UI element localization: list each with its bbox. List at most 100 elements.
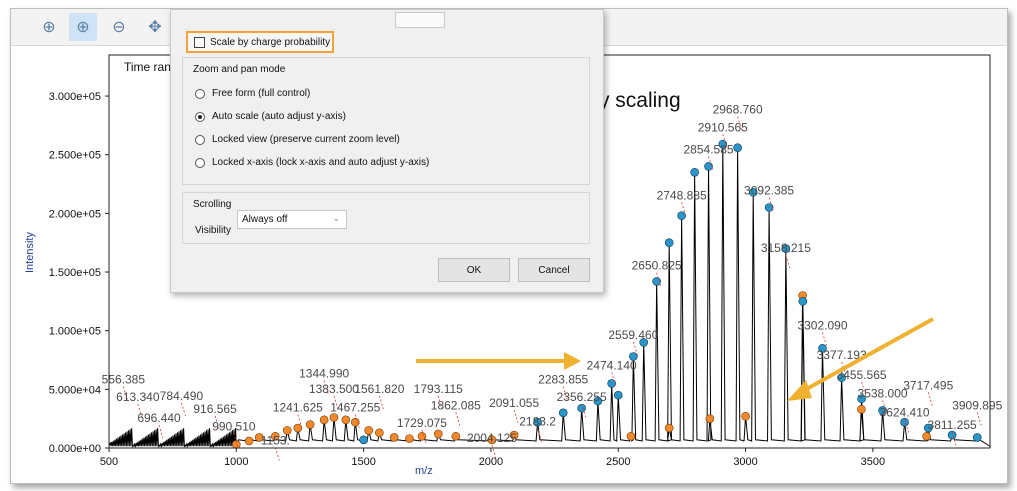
orange-peak-marker — [741, 412, 750, 421]
peak-label: 916.565 — [193, 402, 237, 416]
visibility-label: Visibility — [195, 225, 231, 236]
peak-label: 696.440 — [137, 411, 181, 425]
dialog-top-control[interactable] — [395, 12, 445, 28]
radio-label: Locked x-axis (lock x-axis and auto adju… — [212, 157, 430, 168]
peak-label: 3092.385 — [744, 184, 794, 198]
blue-peak-marker — [748, 187, 758, 197]
pan-icon[interactable]: ✥ — [148, 19, 162, 36]
peak-label: 3302.090 — [797, 319, 847, 333]
radio-label: Locked view (preserve current zoom level… — [212, 134, 400, 145]
x-tick-label: 1000 — [224, 456, 248, 468]
peak-label: 3538.000 — [858, 387, 908, 401]
radio-free-form[interactable]: Free form (full control) — [195, 88, 310, 99]
blue-peak-marker — [629, 352, 638, 361]
orange-peak-marker — [389, 433, 399, 442]
radio-locked-x-axis[interactable]: Locked x-axis (lock x-axis and auto adju… — [195, 157, 429, 168]
label-leader-line — [455, 412, 461, 426]
y-tick-label: 3.000e+05 — [49, 91, 101, 103]
peak-label: 1467.255 — [330, 401, 380, 415]
blue-peak-marker — [593, 396, 603, 406]
peak-label: 2474.140 — [587, 358, 637, 372]
spectrum-plot[interactable]: 556.385 613.340 696.440 784.490 916.565 990.5… — [11, 45, 1007, 483]
label-leader-line — [927, 392, 933, 406]
orange-peak-marker — [405, 434, 414, 443]
orange-peak-marker — [433, 429, 443, 439]
orange-peak-marker — [451, 431, 461, 441]
orange-peak-marker — [254, 433, 264, 442]
x-tick-label: 3000 — [733, 456, 757, 468]
peak-label: 1241.625 — [273, 401, 323, 415]
blue-peak-marker — [923, 423, 933, 433]
peak-label: 3158.215 — [761, 241, 811, 255]
ok-button[interactable]: OK — [438, 258, 510, 282]
orange-peak-marker — [270, 431, 280, 441]
peak-label: 2748.885 — [657, 188, 707, 202]
blue-peak-marker — [837, 373, 846, 382]
peak-label: 1561.820 — [354, 382, 404, 396]
zoom-fit-icon[interactable]: ⊕ — [42, 19, 56, 36]
peak-label: 2183.2 — [519, 415, 556, 429]
arrow-diagonal-shaft — [802, 317, 934, 393]
peak-label: 2356.255 — [557, 390, 607, 404]
peak-label: 1153. — [261, 433, 290, 447]
orange-peak-marker — [305, 420, 315, 429]
radio-auto-scale[interactable]: Auto scale (auto adjust y-axis) — [195, 111, 346, 122]
blue-peak-marker — [533, 417, 542, 427]
radio-locked-view[interactable]: Locked view (preserve current zoom level… — [195, 134, 400, 145]
radio-label: Free form (full control) — [212, 88, 311, 99]
blue-peak-marker — [781, 244, 791, 253]
scale-by-charge-checkbox[interactable]: Scale by charge probability — [186, 31, 334, 53]
radio-icon[interactable] — [195, 88, 205, 99]
label-leader-line — [158, 425, 164, 439]
label-leader-line — [274, 447, 280, 461]
peak-label: 1729.075 — [397, 416, 447, 430]
cancel-button[interactable]: Cancel — [518, 258, 590, 282]
peak-label: 3377.193 — [817, 348, 867, 362]
zoom-out-icon[interactable]: ⊖ — [112, 19, 126, 36]
peak-label: 784.490 — [160, 389, 204, 403]
visibility-value: Always off — [242, 214, 288, 225]
spectrum-window: ⊕ ⊕ ⊖ ✥ 556.385 613.340 696.440 784.490 916.… — [10, 8, 1008, 484]
blue-peak-marker — [664, 238, 674, 248]
time-range-label: Time ran — [124, 60, 171, 74]
radio-icon[interactable] — [195, 134, 205, 145]
orange-peak-marker — [244, 436, 254, 446]
orange-peak-marker — [509, 430, 519, 440]
radio-icon[interactable] — [195, 157, 205, 168]
checkbox-box[interactable] — [194, 36, 205, 48]
scroll-group-title: Scrolling — [193, 199, 232, 210]
chevron-down-icon: ⌄ — [332, 213, 340, 223]
label-leader-line — [976, 412, 982, 426]
peak-label: 1344.990 — [299, 367, 349, 381]
visibility-select[interactable]: Always off ⌄ — [237, 210, 347, 229]
peak-label: 2559.460 — [608, 328, 658, 342]
radio-selected-icon[interactable] — [195, 111, 205, 122]
scale-checkbox-label: Scale by charge probability — [210, 36, 331, 48]
orange-peak-marker — [364, 426, 374, 435]
peak-label: 3624.410 — [880, 405, 930, 419]
blue-peak-marker — [798, 297, 808, 306]
arrow-diagonal-head — [787, 380, 812, 401]
peak-label: 3717.495 — [903, 378, 953, 392]
blue-peak-marker — [733, 143, 742, 152]
y-tick-label: 2.500e+05 — [49, 150, 101, 162]
label-leader-line — [822, 332, 827, 346]
peak-label: 2283.855 — [538, 372, 588, 386]
y-tick-label: 2.000e+05 — [49, 208, 101, 220]
peak-label: 2004.125 — [467, 431, 517, 445]
peak-label: 2910.565 — [698, 120, 748, 134]
y-tick-label: 1.500e+05 — [49, 267, 101, 279]
orange-peak-marker — [293, 423, 303, 433]
peak-label: 2854.585 — [684, 143, 734, 157]
blue-peak-marker — [704, 162, 713, 171]
orange-peak-marker — [664, 423, 674, 433]
x-tick-label: 1500 — [351, 456, 375, 468]
blue-peak-marker — [857, 394, 866, 404]
y-tick-label: 5.000e+04 — [49, 384, 101, 396]
zoom-group-title: Zoom and pan mode — [193, 64, 286, 75]
blue-peak-marker — [764, 203, 774, 212]
zoom-in-icon[interactable]: ⊕ — [69, 13, 97, 41]
blue-peak-marker — [718, 139, 728, 149]
blue-peak-marker — [677, 211, 686, 221]
